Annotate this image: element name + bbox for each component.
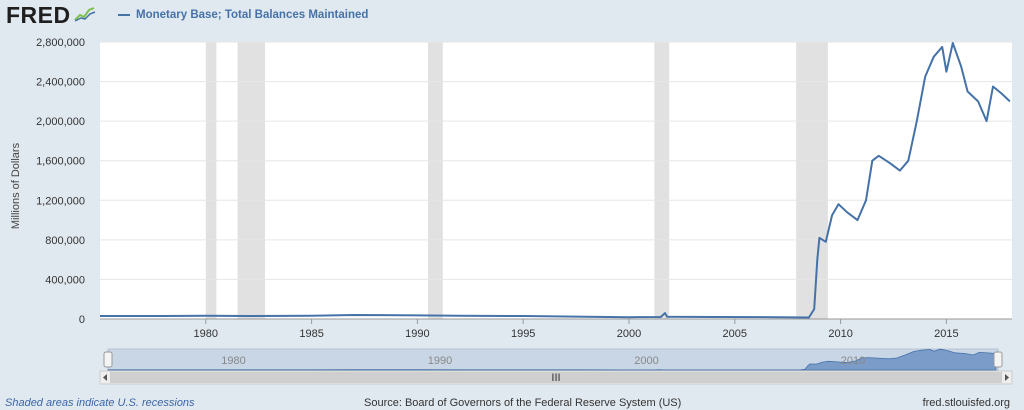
scroll-left-arrow-icon[interactable]: [103, 374, 107, 381]
recession-band: [237, 42, 266, 319]
x-tick-label: 2010: [828, 328, 852, 340]
x-tick-label: 2015: [934, 328, 958, 340]
navigator-left-handle[interactable]: [103, 351, 113, 368]
navigator-label: 2010: [841, 355, 865, 367]
navigator-label: 2000: [634, 355, 658, 367]
chart-legend[interactable]: Monetary Base; Total Balances Maintained: [118, 9, 368, 21]
recession-band: [654, 42, 670, 319]
y-tick-label: 400,000: [45, 274, 85, 286]
scrollbar-thumb[interactable]: [110, 372, 1002, 383]
chart-svg: 0 400,000 800,000 1,200,000 1,600,000 2,000,0…: [36, 37, 1013, 385]
recession-band: [796, 42, 828, 319]
site-link[interactable]: fred.stlouisfed.org: [922, 397, 1010, 409]
x-tick-label: 1990: [405, 328, 429, 340]
y-tick-label: 1,600,000: [36, 156, 85, 168]
x-tick-label: 1985: [299, 328, 323, 340]
y-tick-label: 2,400,000: [36, 77, 85, 89]
navigator-right-handle[interactable]: [993, 351, 1003, 368]
navigator-label: 1990: [428, 355, 452, 367]
y-tick-label: 1,200,000: [36, 195, 85, 207]
recessions-note[interactable]: Shaded areas indicate U.S. recessions: [5, 397, 195, 409]
navigator-label: 1980: [221, 355, 245, 367]
x-tick-label: 1995: [511, 328, 535, 340]
series-line[interactable]: [100, 42, 1011, 319]
y-tick-label: 800,000: [45, 235, 85, 247]
x-tick-label: 1980: [194, 328, 218, 340]
x-tick-label: 2005: [723, 328, 747, 340]
chart-header: FRED Monetary Base; Total Balances Maint…: [0, 0, 1024, 34]
source-note: Source: Board of Governors of the Federa…: [364, 397, 682, 409]
scrollbar-grip-icon: III: [551, 372, 560, 384]
y-tick-label: 2,000,000: [36, 116, 85, 128]
y-tick-label: 0: [79, 314, 85, 326]
recession-band: [205, 42, 217, 319]
recession-band: [427, 42, 443, 319]
legend-label: Monetary Base; Total Balances Maintained: [136, 9, 369, 21]
y-tick-label: 2,800,000: [36, 37, 85, 49]
navigator-series-area: [107, 348, 997, 371]
scroll-right-arrow-icon[interactable]: [1005, 374, 1009, 381]
fred-graph-icon: [74, 6, 96, 22]
fred-logo[interactable]: FRED: [6, 2, 71, 28]
x-tick-label: 2000: [617, 328, 641, 340]
plot-area: [100, 42, 1012, 319]
legend-swatch: [118, 14, 130, 16]
